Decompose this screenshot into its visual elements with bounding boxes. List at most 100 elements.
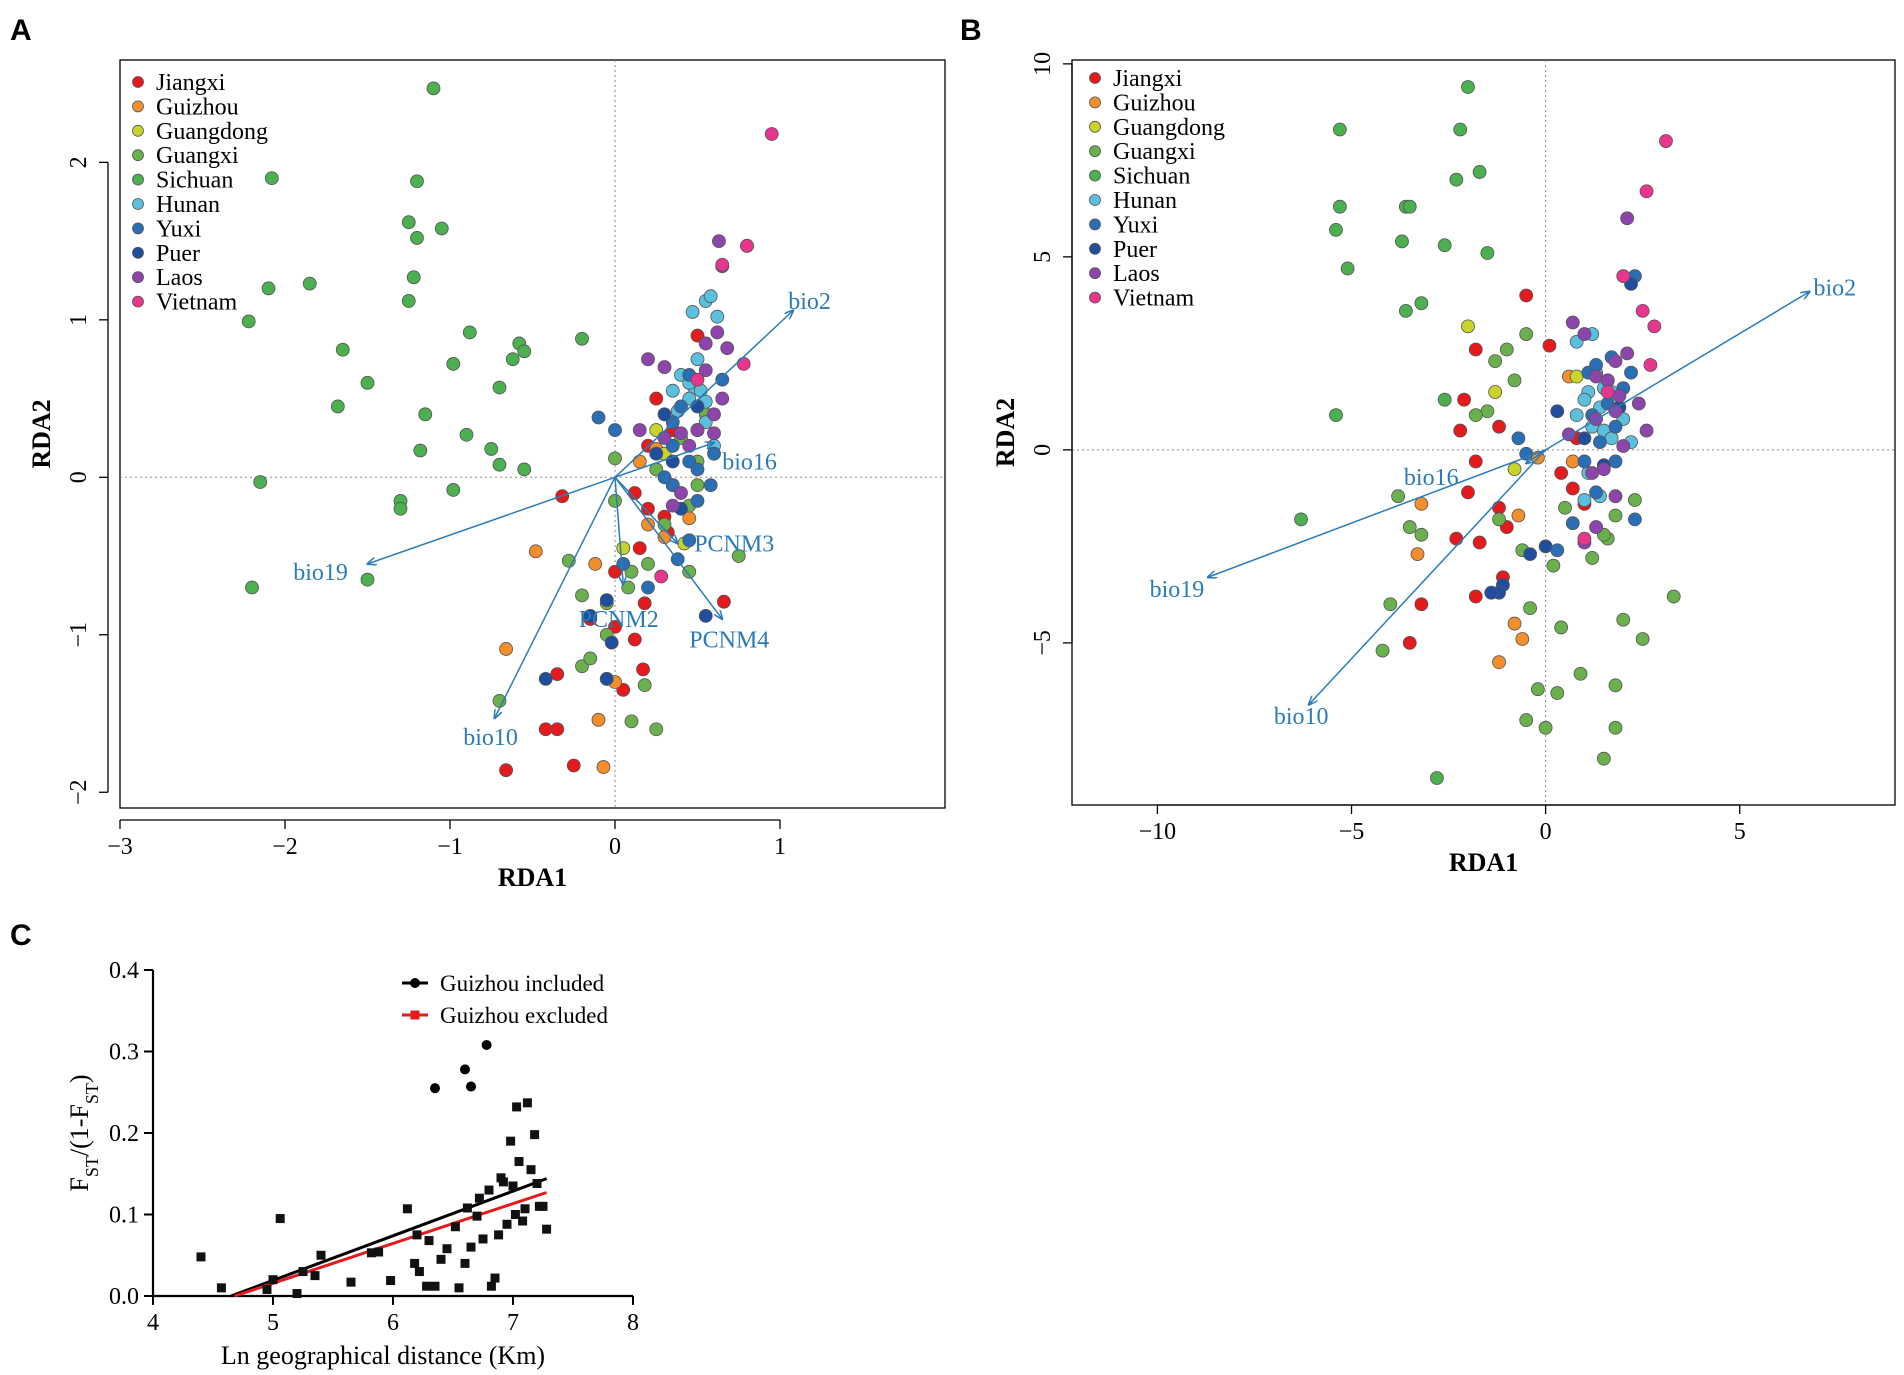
panel-b-point-guangxi bbox=[1414, 527, 1429, 542]
panel-a-point-sichuan bbox=[360, 572, 375, 587]
panel-b-x-axis-title: RDA1 bbox=[1449, 848, 1518, 877]
panel-a-point-vietnam bbox=[764, 127, 779, 141]
panel-b-point-sichuan bbox=[1449, 172, 1464, 187]
panel-b-point-sichuan bbox=[1332, 122, 1347, 137]
panel-a-point-sichuan bbox=[330, 399, 345, 414]
panel-a-point-jiangxi bbox=[637, 596, 652, 611]
panel-c-scatter: 4 5 6 7 8 0.0 0.1 0.2 0.3 0.4 Ln geographical dist… bbox=[65, 958, 639, 1370]
panel-b-point-guizhou bbox=[1565, 454, 1580, 469]
panel-b-point-guangxi bbox=[1519, 327, 1534, 341]
panel-a-legend-label-vietnam: Vietnam bbox=[156, 290, 238, 316]
panel-letter-b: B bbox=[960, 14, 982, 47]
panel-a-point-sichuan bbox=[261, 281, 276, 296]
panel-a-x-tick-label: 0 bbox=[609, 834, 621, 860]
panel-letter-a: A bbox=[10, 14, 32, 47]
panel-a-arrow-label-pcnm3: PCNM3 bbox=[694, 531, 774, 557]
panel-a-y-tick-label: 0 bbox=[66, 471, 92, 483]
panel-a-arrow-label-pcnm4: PCNM4 bbox=[689, 628, 769, 654]
panel-b-point-yuxi bbox=[1511, 431, 1526, 446]
panel-a-arrow-label-bio2: bio2 bbox=[788, 289, 831, 315]
panel-b-point-vietnam bbox=[1643, 358, 1658, 372]
panel-a-point-jiangxi bbox=[641, 501, 655, 516]
panel-a-point-hunan bbox=[690, 352, 705, 367]
panel-a-legend-label-sichuan: Sichuan bbox=[156, 168, 233, 194]
panel-c-excluded-point bbox=[268, 1275, 278, 1285]
panel-c-excluded-point bbox=[436, 1254, 446, 1264]
panel-b-point-laos bbox=[1600, 373, 1615, 388]
panel-a-point-jiangxi bbox=[566, 758, 581, 773]
panel-a-scatter: −3 −2 −1 0 1 −2 −1 0 1 2 RDA1 RDA2 bio2 bio16 PCNM3 PCN… bbox=[27, 59, 946, 892]
panel-a-legend-swatch-yuxi bbox=[132, 222, 144, 235]
panel-b-y-tick-label: −5 bbox=[1030, 630, 1056, 656]
panel-b-arrow-label-bio19: bio19 bbox=[1150, 577, 1205, 603]
panel-a-point-sichuan bbox=[426, 81, 441, 96]
panel-c-y-tick-label: 0.1 bbox=[109, 1203, 139, 1229]
panel-c-excluded-point bbox=[460, 1258, 470, 1268]
panel-a-point-guangxi bbox=[690, 478, 705, 493]
panel-a-point-laos bbox=[707, 407, 721, 422]
panel-b-legend-label-guangdong: Guangdong bbox=[1113, 115, 1225, 141]
panel-b-point-jiangxi bbox=[1449, 531, 1464, 546]
panel-a-point-sichuan bbox=[459, 427, 474, 442]
panel-a-x-tick-label: 1 bbox=[774, 834, 786, 860]
panel-b-point-sichuan bbox=[1329, 408, 1343, 423]
panel-b-point-yuxi bbox=[1593, 435, 1607, 450]
panel-b-point-sichuan bbox=[1395, 234, 1409, 249]
panel-b-point-yuxi bbox=[1589, 358, 1603, 372]
panel-b-point-vietnam bbox=[1639, 184, 1654, 199]
panel-a-y-axis-title: RDA2 bbox=[27, 399, 56, 468]
panel-a-point-jiangxi bbox=[632, 541, 647, 556]
panel-a-point-sichuan bbox=[401, 215, 416, 230]
panel-a-point-guangxi bbox=[608, 451, 622, 466]
panel-b-point-guizhou bbox=[1410, 547, 1425, 561]
panel-b-point-laos bbox=[1596, 462, 1611, 477]
panel-b-point-jiangxi bbox=[1468, 454, 1483, 469]
panel-b-point-guangxi bbox=[1635, 632, 1650, 646]
panel-c-included-point bbox=[481, 1039, 492, 1050]
panel-a-point-jiangxi bbox=[550, 722, 565, 737]
panel-a-point-laos bbox=[657, 360, 672, 374]
panel-b-point-yuxi bbox=[1550, 543, 1565, 558]
panel-a-legend-swatch-jiangxi bbox=[132, 76, 144, 88]
panel-c-excluded-point bbox=[298, 1267, 308, 1277]
panel-b-point-hunan bbox=[1569, 408, 1584, 423]
panel-b-point-guangdong bbox=[1461, 319, 1475, 334]
panel-b-point-guangxi bbox=[1596, 751, 1611, 766]
panel-a-x-tick-label: −3 bbox=[107, 834, 133, 860]
panel-a-point-jiangxi bbox=[538, 722, 553, 737]
panel-c-excluded-point bbox=[498, 1177, 508, 1187]
panel-b-legend-label-vietnam: Vietnam bbox=[1113, 286, 1195, 312]
panel-b-x-tick-label: −5 bbox=[1339, 819, 1365, 845]
panel-a-point-yuxi bbox=[616, 557, 631, 571]
panel-a-point-laos bbox=[720, 341, 735, 356]
panel-a-point-laos bbox=[710, 325, 725, 340]
panel-c-y-tick-label: 0.2 bbox=[109, 1121, 139, 1147]
panel-a-point-vietnam bbox=[654, 569, 669, 584]
panel-c-excluded-point bbox=[478, 1234, 488, 1244]
panel-a-point-guangxi bbox=[731, 549, 746, 563]
panel-c-x-tick-label: 5 bbox=[267, 1310, 279, 1336]
panel-b-point-laos bbox=[1577, 327, 1592, 341]
panel-a-point-guangxi bbox=[583, 651, 598, 666]
panel-a-point-laos bbox=[665, 498, 680, 513]
panel-b-point-jiangxi bbox=[1453, 423, 1468, 438]
panel-b-point-vietnam bbox=[1577, 531, 1592, 546]
panel-b-point-guangxi bbox=[1666, 589, 1681, 604]
panel-b-legend-label-sichuan: Sichuan bbox=[1113, 164, 1190, 190]
panel-b-legend-swatch-vietnam bbox=[1089, 291, 1101, 304]
panel-b-legend-swatch-guangdong bbox=[1089, 120, 1101, 133]
panel-b-point-sichuan bbox=[1430, 771, 1444, 785]
panel-a-point-jiangxi bbox=[550, 667, 565, 682]
panel-b-legend-swatch-guangxi bbox=[1089, 145, 1101, 158]
panel-b-point-yuxi bbox=[1624, 365, 1638, 380]
panel-a-point-sichuan bbox=[393, 501, 408, 516]
panel-c-legend-label-included: Guizhou included bbox=[440, 971, 605, 996]
panel-a-point-guangxi bbox=[624, 714, 639, 729]
panel-b-point-jiangxi bbox=[1457, 392, 1471, 407]
panel-b-legend-swatch-sichuan bbox=[1089, 169, 1101, 182]
panel-b-arrow-label-bio2: bio2 bbox=[1813, 276, 1856, 302]
panel-a-point-guangdong bbox=[616, 541, 631, 556]
panel-c-y-axis-title-part: ST bbox=[82, 1156, 102, 1177]
panel-b-point-guangxi bbox=[1480, 404, 1495, 419]
panel-c-excluded-point bbox=[522, 1098, 532, 1108]
